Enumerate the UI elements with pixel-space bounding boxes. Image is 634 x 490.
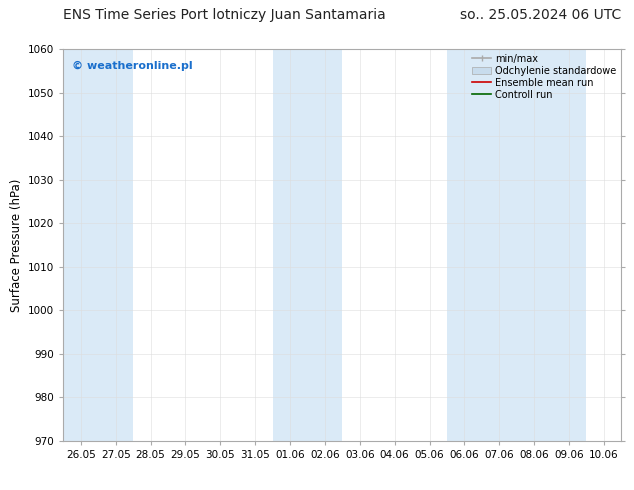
- Bar: [552, 49, 586, 441]
- Text: ENS Time Series Port lotniczy Juan Santamaria: ENS Time Series Port lotniczy Juan Santa…: [63, 8, 386, 22]
- Bar: [273, 49, 307, 441]
- Bar: [307, 49, 342, 441]
- Bar: [98, 49, 133, 441]
- Y-axis label: Surface Pressure (hPa): Surface Pressure (hPa): [10, 178, 23, 312]
- Bar: [63, 49, 98, 441]
- Legend: min/max, Odchylenie standardowe, Ensemble mean run, Controll run: min/max, Odchylenie standardowe, Ensembl…: [472, 54, 616, 99]
- Text: © weatheronline.pl: © weatheronline.pl: [72, 61, 192, 71]
- Bar: [482, 49, 517, 441]
- Bar: [517, 49, 552, 441]
- Text: so.. 25.05.2024 06 UTC: so.. 25.05.2024 06 UTC: [460, 8, 621, 22]
- Bar: [447, 49, 482, 441]
